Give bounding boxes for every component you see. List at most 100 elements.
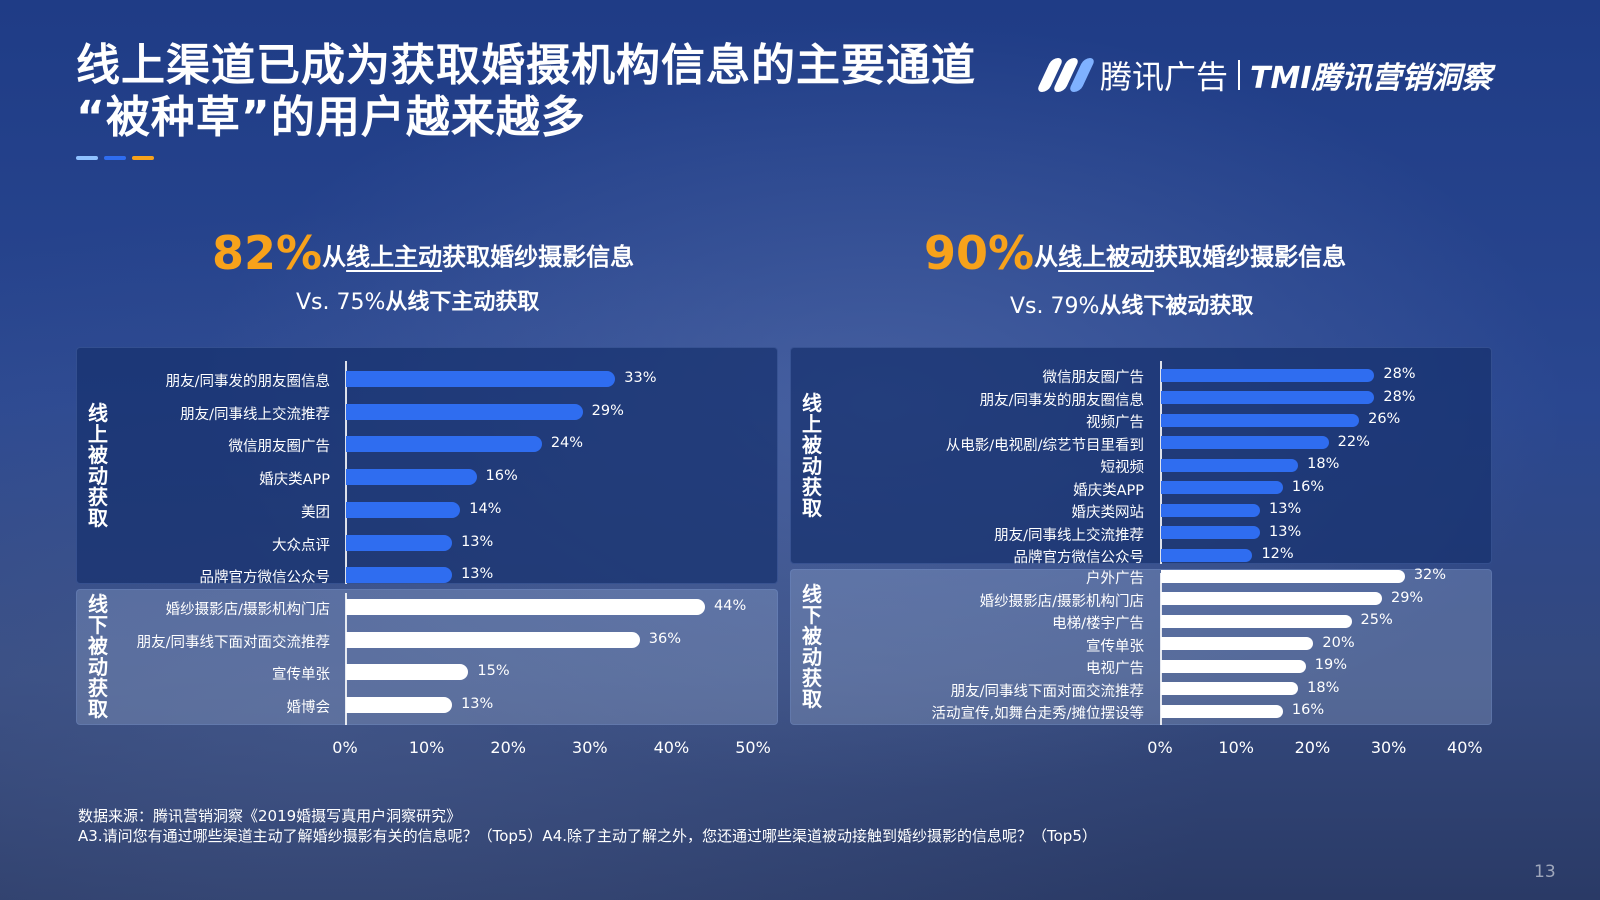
left-data-label: 13% [461,696,494,713]
left-data-label: 13% [461,566,494,583]
right-data-label: 16% [1291,478,1325,495]
right-category-label: 品牌官方微信公众号 [1013,550,1145,566]
right-x-tick-label: 40% [1447,738,1483,757]
right-data-label: 26% [1368,411,1401,427]
right-group-label-0: 线上被动获取 [802,390,822,520]
left-x-tick-label: 40% [653,738,690,757]
right-data-label: 28% [1383,366,1416,382]
title-accent-bar-1 [76,156,98,160]
right-x-tick-label: 20% [1294,738,1331,757]
right-category-label: 电梯/楼宇广告 [1052,616,1144,632]
left-bar [346,501,461,518]
right-category-label: 短视频 [1100,460,1145,476]
title-accent-bar-2 [104,156,126,160]
right-category-label: 婚纱摄影店/摄影机构门店 [979,593,1144,610]
right-headline-part1: 从 [1034,243,1059,271]
left-x-tick-label: 20% [490,738,526,757]
left-subline-prefix: Vs. 75% [296,290,386,315]
left-headline-part1: 从 [322,243,347,271]
right-subline: Vs. 79%从线下被动获取 [1010,288,1253,320]
left-headline-part2: 获取婚纱摄影信息 [442,243,635,271]
left-headline-percent: 82% [212,226,323,280]
right-category-label: 朋友/同事线下面对面交流推荐 [950,683,1144,700]
left-bar [346,371,616,387]
right-category-label: 朋友/同事线上交流推荐 [994,527,1144,544]
left-bar [346,664,469,681]
right-bar [1161,481,1283,494]
left-category-label: 朋友/同事线上交流推荐 [180,406,330,423]
right-bar [1161,704,1283,718]
right-category-label: 朋友/同事发的朋友圈信息 [979,392,1144,409]
left-x-tick-label: 30% [572,738,608,757]
right-headline-part2: 获取婚纱摄影信息 [1154,243,1347,271]
footnote-questions: A3.请问您有通过哪些渠道主动了解婚纱摄影有关的信息呢？（Top5）A4.除了主… [78,827,1097,845]
right-data-label: 29% [1390,589,1424,606]
right-category-label: 婚庆类APP [1073,482,1144,499]
right-category-label: 微信朋友圈广告 [1042,370,1145,386]
left-category-label: 微信朋友圈广告 [228,439,331,456]
right-bar [1161,548,1253,562]
right-x-tick-label: 0% [1147,738,1173,757]
left-bar [346,631,640,648]
right-bar [1161,503,1261,517]
footnote-source: 数据来源：腾讯营销洞察《2019婚摄写真用户洞察研究》 [78,807,462,825]
left-headline-underlined: 线上主动 [346,243,443,271]
left-category-label: 美团 [301,504,330,521]
left-data-label: 15% [477,663,510,680]
right-category-label: 从电影/电视剧/综艺节目里看到 [945,437,1144,454]
left-data-label: 16% [485,468,518,485]
right-data-label: 18% [1307,456,1340,472]
right-data-label: 22% [1337,433,1370,450]
left-bar [346,567,453,584]
tencent-ads-logo-icon [1036,58,1096,92]
right-headline-underlined: 线上被动 [1058,243,1155,271]
right-data-label: 20% [1322,634,1355,651]
left-x-tick-label: 0% [332,738,358,757]
page-title-line-1: 线上渠道已成为获取婚摄机构信息的主要通道 [76,40,976,91]
left-bar [346,469,477,486]
left-subline: Vs. 75%从线下主动获取 [296,284,539,316]
right-data-label: 19% [1314,657,1347,673]
right-data-label: 18% [1307,679,1340,696]
right-bar [1161,368,1375,382]
right-category-label: 活动宣传,如舞台走秀/摊位摆设等 [931,706,1145,722]
left-headline: 82%从线上主动获取婚纱摄影信息 [212,226,634,280]
left-axis-line-1 [345,593,347,725]
right-bar [1161,637,1314,650]
right-bar [1161,659,1306,673]
left-bar [346,697,453,714]
right-headline: 90%从线上被动获取婚纱摄影信息 [924,226,1346,280]
left-data-label: 44% [714,598,747,614]
logo-divider [1238,60,1241,90]
title-accent-bar-3 [132,156,154,160]
right-data-label: 13% [1269,501,1302,517]
page-number: 13 [1534,862,1556,882]
left-category-label: 婚博会 [286,700,331,717]
right-category-label: 户外广告 [1086,571,1144,587]
right-data-label: 32% [1413,567,1447,583]
right-panel-online [790,347,1492,564]
brand-sub: TMI腾讯营销洞察 [1250,61,1492,96]
left-category-label: 宣传单张 [272,667,330,684]
brand-name: 腾讯广告 [1100,58,1229,96]
left-data-label: 29% [591,402,624,419]
footnote: 数据来源：腾讯营销洞察《2019婚摄写真用户洞察研究》 A3.请问您有通过哪些渠… [78,806,1097,846]
right-data-label: 12% [1261,546,1294,562]
brand-logo: 腾讯广告 TMI腾讯营销洞察 [1036,52,1564,98]
right-bar [1161,526,1261,539]
left-bar [346,599,706,615]
right-bar [1161,391,1375,404]
page-title-line-2: “被种草”的用户越来越多 [76,92,586,143]
left-group-label-1: 线下被动获取 [88,592,108,721]
right-x-tick-label: 30% [1370,738,1407,757]
right-bar [1161,458,1299,472]
left-category-label: 品牌官方微信公众号 [199,570,331,587]
right-bar [1161,569,1405,583]
right-data-label: 25% [1360,612,1393,628]
left-data-label: 36% [648,630,681,647]
left-category-label: 朋友/同事发的朋友圈信息 [165,374,330,390]
right-data-label: 16% [1291,702,1325,718]
left-data-label: 33% [624,370,657,386]
left-bar [346,436,542,453]
left-category-label: 婚纱摄影店/摄影机构门店 [165,602,330,618]
